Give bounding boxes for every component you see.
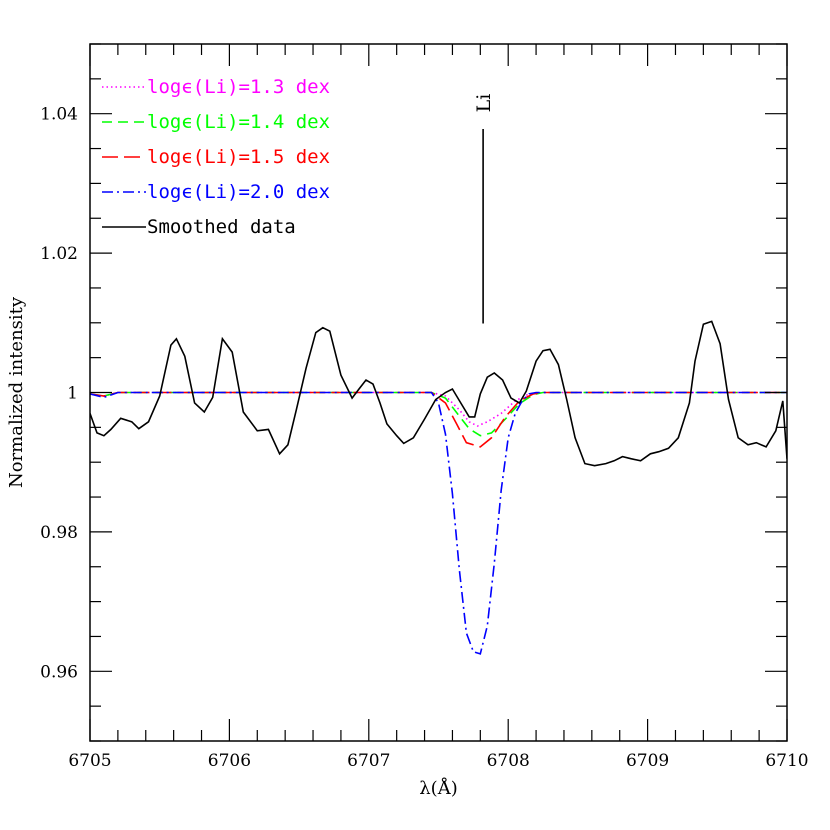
y-axis-title: Normalized intensity — [6, 296, 27, 488]
x-tick-label: 6709 — [626, 751, 669, 771]
y-tick-label: 1 — [67, 384, 78, 404]
x-tick-label: 6706 — [208, 751, 251, 771]
series-line-log-li-1-5-dex — [90, 391, 787, 448]
x-axis-ticks: 6705 6706 6707 6708 6709 6710 — [68, 44, 809, 771]
legend: logϵ(Li)=1.3 dex logϵ(Li)=1.4 dex logϵ(Li)… — [102, 76, 330, 238]
legend-label-log-li-1-3-dex: logϵ(Li)=1.3 dex — [147, 76, 330, 98]
series-line-smoothed-data — [90, 320, 787, 467]
series-line-log-li-1-3-dex — [90, 391, 787, 427]
x-axis-title: λ(Å) — [419, 777, 457, 799]
legend-label-log-li-2-0-dex: logϵ(Li)=2.0 dex — [147, 181, 330, 203]
x-tick-label: 6707 — [347, 751, 390, 771]
li-label: Li — [473, 94, 495, 113]
y-tick-label: 1.02 — [40, 244, 78, 264]
legend-label-log-li-1-4-dex: logϵ(Li)=1.4 dex — [147, 111, 330, 133]
legend-label-log-li-1-5-dex: logϵ(Li)=1.5 dex — [147, 146, 330, 168]
y-tick-label: 0.98 — [40, 523, 78, 543]
li-annotation: Li — [473, 94, 495, 324]
legend-label-smoothed-data: Smoothed data — [147, 216, 296, 238]
series-line-log-li-2-0-dex — [90, 391, 787, 655]
x-tick-label: 6710 — [765, 751, 808, 771]
y-axis-ticks: 0.96 0.98 1 1.02 1.04 — [40, 43, 787, 742]
x-tick-label: 6708 — [487, 751, 530, 771]
y-tick-label: 1.04 — [40, 105, 78, 125]
y-tick-label: 0.96 — [40, 662, 78, 682]
x-tick-label: 6705 — [68, 751, 111, 771]
series-lines — [90, 320, 787, 655]
